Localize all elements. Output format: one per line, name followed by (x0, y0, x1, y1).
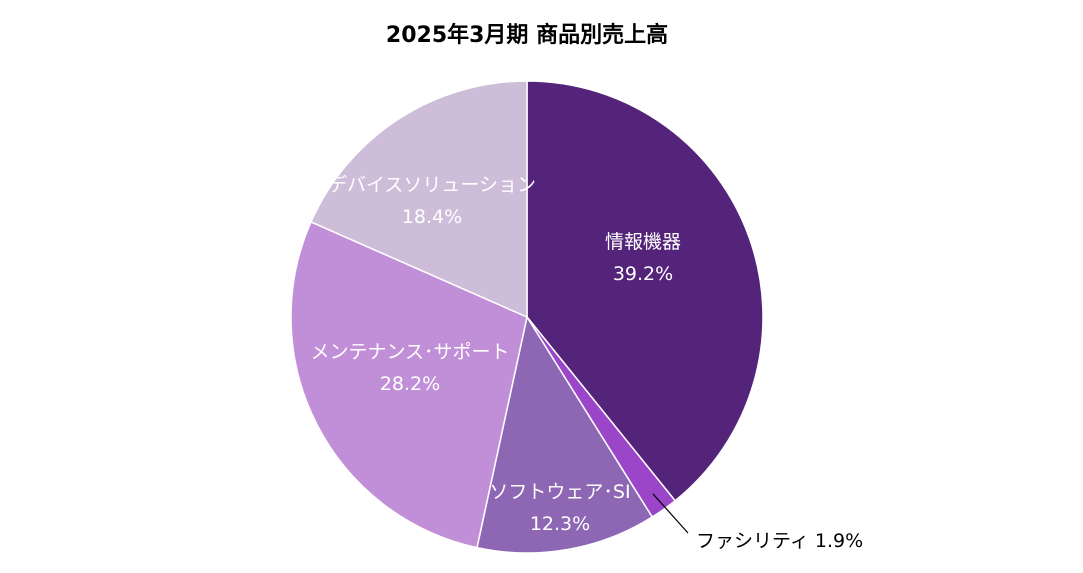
slice-name-label: メンテナンス･サポート (310, 341, 509, 363)
pie-slices (290, 80, 764, 554)
slice-name-label: 情報機器 (605, 231, 681, 253)
slice-name-label: ソフトウェア･SI (489, 481, 630, 503)
slice-percent-label: 39.2% (613, 263, 673, 285)
slice-outside-label: ファシリティ 1.9% (696, 530, 863, 552)
pie-slice (310, 80, 528, 319)
pie-slice (476, 315, 654, 554)
slice-name-label: デバイスソリューション (328, 174, 536, 196)
leader-line (652, 493, 689, 534)
slice-percent-label: 18.4% (402, 206, 462, 228)
slice-percent-label: 28.2% (380, 373, 440, 395)
pie-slice (290, 220, 528, 549)
pie-slice (526, 80, 764, 502)
pie-labels: 情報機器 39.2% ファシリティ 1.9% ソフトウェア･SI 12.3% メンテナンス… (310, 174, 863, 552)
slice-percent-label: 12.3% (530, 513, 590, 535)
chart-title: 2025年3月期 商品別売上高 (386, 22, 668, 48)
